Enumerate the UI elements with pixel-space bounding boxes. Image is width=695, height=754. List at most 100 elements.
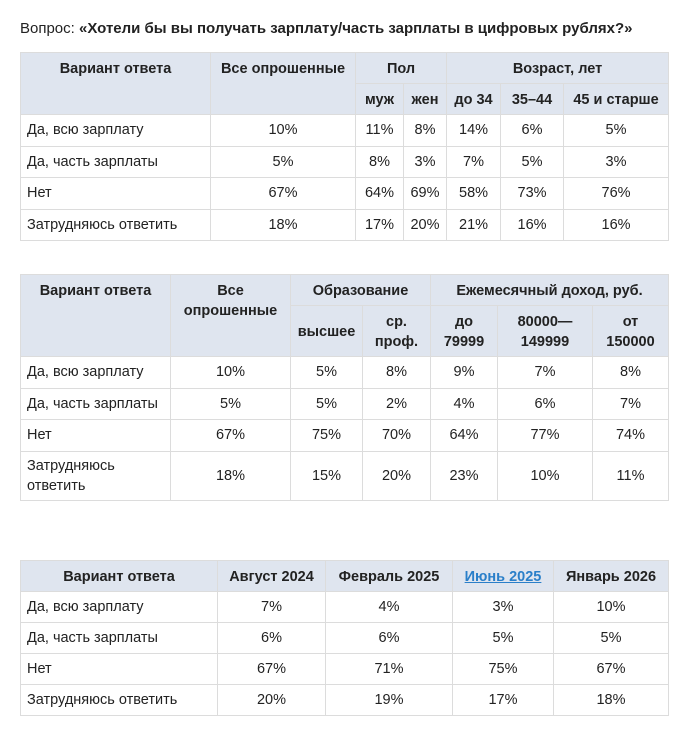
value-cell: 5%	[210, 145, 356, 178]
header-link[interactable]: Июнь 2025	[464, 569, 542, 585]
value-cell: 3%	[452, 591, 554, 623]
value-cell: 17%	[452, 684, 554, 716]
value-cell: 5%	[500, 145, 565, 178]
value-cell: 3%	[402, 145, 448, 178]
value-cell: 7%	[446, 145, 502, 178]
header-cell: Июнь 2025	[452, 560, 554, 592]
value-cell: 6%	[497, 387, 593, 420]
table-row: Нет 67% 64% 69% 58% 73% 76%	[20, 177, 670, 210]
header-cell: жен	[402, 83, 448, 115]
table-row: Да, часть зарплаты 6% 6% 5% 5%	[20, 622, 669, 654]
value-cell: 18%	[210, 208, 356, 241]
value-cell: 20%	[362, 450, 431, 501]
value-cell: 64%	[430, 419, 498, 452]
header-cell: 80000—149999	[497, 305, 593, 357]
value-cell: 73%	[500, 177, 565, 210]
table: Вариант ответа Все опрошенные Образование Е…	[20, 274, 669, 501]
header-cell: муж	[355, 83, 404, 115]
option-cell: Нет	[20, 177, 211, 210]
table-row: Нет 67% 75% 70% 64% 77% 74%	[20, 419, 669, 452]
table-header: Вариант ответа Август 2024 Февраль 2025 Июн…	[20, 560, 669, 592]
header-cell: от 150000	[592, 305, 669, 357]
table-row: Да, всю зарплату 7% 4% 3% 10%	[20, 591, 669, 623]
value-cell: 15%	[290, 450, 363, 501]
value-cell: 74%	[592, 419, 669, 452]
value-cell: 5%	[553, 622, 669, 654]
value-cell: 5%	[170, 387, 291, 420]
group-header: Возраст, лет	[446, 52, 670, 84]
option-cell: Да, всю зарплату	[20, 356, 171, 389]
header-cell: Вариант ответа	[20, 274, 171, 357]
table-body: Да, всю зарплату 10% 5% 8% 9% 7% 8% Да, часть з…	[20, 356, 669, 501]
header-row: Вариант ответа Все опрошенные Пол Возраст, …	[20, 52, 670, 115]
header-cell: Январь 2026	[553, 560, 669, 592]
table-body: Да, всю зарплату 10% 11% 8% 14% 6% 5% Да, часть…	[20, 114, 670, 241]
option-cell: Да, всю зарплату	[20, 114, 211, 147]
option-cell: Затрудняюсь ответить	[20, 208, 211, 241]
option-cell: Да, часть зарплаты	[20, 622, 218, 654]
header-row: Вариант ответа Все опрошенные Образование Е…	[20, 274, 669, 357]
value-cell: 10%	[170, 356, 291, 389]
value-cell: 75%	[290, 419, 363, 452]
header-row: муж жен до 34 35–44 45 и старше	[21, 83, 670, 115]
header-cell: высшее	[290, 305, 363, 357]
value-cell: 16%	[500, 208, 565, 241]
value-cell: 10%	[497, 450, 593, 501]
question-label: Вопрос:	[20, 20, 75, 37]
value-cell: 5%	[452, 622, 554, 654]
value-cell: 20%	[217, 684, 326, 716]
value-cell: 4%	[430, 387, 498, 420]
value-cell: 11%	[592, 450, 669, 501]
group-header: Образование	[290, 274, 431, 306]
value-cell: 8%	[362, 356, 431, 389]
value-cell: 18%	[553, 684, 669, 716]
header-row: высшее ср. проф. до 79999 80000—149999 от 15…	[21, 305, 669, 357]
value-cell: 20%	[402, 208, 448, 241]
table-row: Да, часть зарплаты 5% 5% 2% 4% 6% 7%	[20, 387, 669, 420]
header-cell: Февраль 2025	[325, 560, 453, 592]
header-cell: до 34	[446, 83, 502, 115]
table-header: Вариант ответа Все опрошенные Пол Возраст, …	[20, 52, 670, 115]
table-row: Затрудняюсь ответить 18% 15% 20% 23% 10% 11%	[20, 450, 669, 501]
header-cell: Вариант ответа	[20, 560, 218, 592]
group-header: Пол	[354, 52, 448, 84]
value-cell: 8%	[592, 356, 669, 389]
value-cell: 5%	[563, 114, 670, 147]
header-cell: Август 2024	[217, 560, 326, 592]
value-cell: 76%	[563, 177, 670, 210]
value-cell: 16%	[563, 208, 670, 241]
table: Вариант ответа Все опрошенные Пол Возраст, …	[20, 52, 670, 241]
value-cell: 6%	[325, 622, 453, 654]
table: Вариант ответа Август 2024 Февраль 2025 Июн…	[20, 560, 669, 716]
header-cell: до 79999	[430, 305, 498, 357]
value-cell: 8%	[402, 114, 448, 147]
value-cell: 17%	[355, 208, 404, 241]
table-header: Вариант ответа Все опрошенные Образование Е…	[20, 274, 669, 357]
option-cell: Затрудняюсь ответить	[20, 450, 171, 501]
value-cell: 8%	[355, 145, 404, 178]
value-cell: 18%	[170, 450, 291, 501]
value-cell: 70%	[362, 419, 431, 452]
option-cell: Да, часть зарплаты	[20, 145, 211, 178]
option-cell: Затрудняюсь ответить	[20, 684, 218, 716]
option-cell: Нет	[20, 653, 218, 685]
question: Вопрос: «Хотели бы вы получать зарплату/…	[20, 20, 633, 37]
value-cell: 19%	[325, 684, 453, 716]
question-text: «Хотели бы вы получать зарплату/часть за…	[79, 20, 633, 37]
value-cell: 69%	[402, 177, 448, 210]
value-cell: 5%	[290, 356, 363, 389]
table-body: Да, всю зарплату 7% 4% 3% 10% Да, часть зарпл…	[20, 591, 669, 716]
value-cell: 10%	[210, 114, 356, 147]
table-row: Да, всю зарплату 10% 11% 8% 14% 6% 5%	[20, 114, 670, 147]
value-cell: 2%	[362, 387, 431, 420]
table-row: Да, всю зарплату 10% 5% 8% 9% 7% 8%	[20, 356, 669, 389]
value-cell: 23%	[430, 450, 498, 501]
value-cell: 21%	[446, 208, 502, 241]
value-cell: 67%	[210, 177, 356, 210]
value-cell: 71%	[325, 653, 453, 685]
value-cell: 6%	[217, 622, 326, 654]
value-cell: 58%	[446, 177, 502, 210]
table-row: Да, часть зарплаты 5% 8% 3% 7% 5% 3%	[20, 145, 670, 178]
